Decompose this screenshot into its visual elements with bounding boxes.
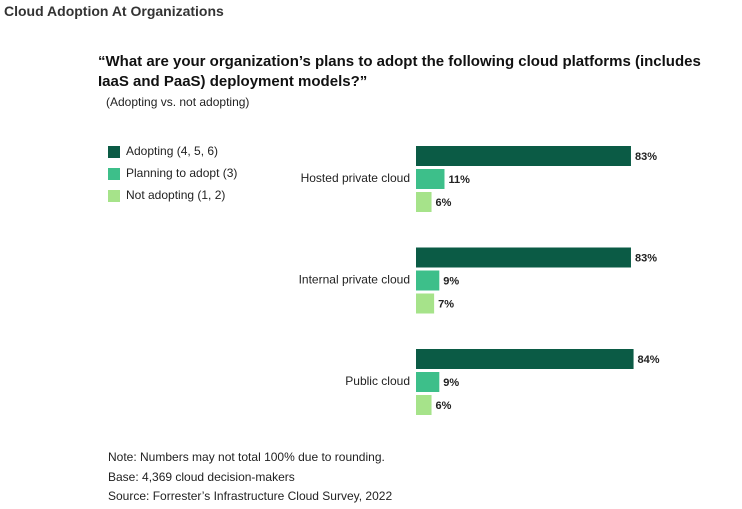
note: Note: Numbers may not total 100% due to … [108, 450, 385, 464]
bar [416, 349, 634, 369]
category-label: Hosted private cloud [301, 171, 410, 185]
legend-label: Not adopting (1, 2) [126, 188, 225, 202]
note: Source: Forrester’s Infrastructure Cloud… [108, 489, 393, 503]
legend-swatch [108, 146, 120, 158]
value-label: 84% [638, 354, 660, 366]
value-label: 9% [443, 275, 459, 287]
legend-swatch [108, 168, 120, 180]
bar [416, 270, 440, 291]
legend-swatch [108, 190, 120, 202]
chart-subtitle: (Adopting vs. not adopting) [106, 95, 250, 109]
bar [416, 372, 440, 392]
bar [416, 192, 432, 212]
value-label: 6% [436, 400, 452, 412]
bar [416, 395, 432, 415]
page-header: Cloud Adoption At Organizations [4, 3, 224, 19]
value-label: 9% [443, 377, 459, 389]
note: Base: 4,369 cloud decision-makers [108, 469, 295, 484]
value-label: 83% [635, 151, 657, 163]
bar [416, 293, 435, 314]
bar [416, 247, 631, 268]
value-label: 83% [635, 252, 657, 264]
legend-label: Adopting (4, 5, 6) [126, 144, 218, 158]
chart-title: “What are your organization’s plans to a… [98, 53, 701, 90]
value-label: 6% [436, 197, 452, 209]
value-label: 7% [438, 298, 454, 310]
bar [416, 146, 631, 166]
category-label: Public cloud [345, 374, 410, 388]
category-label: Internal private cloud [299, 273, 410, 287]
bar [416, 169, 445, 189]
value-label: 11% [448, 174, 470, 186]
legend-label: Planning to adopt (3) [126, 166, 237, 180]
